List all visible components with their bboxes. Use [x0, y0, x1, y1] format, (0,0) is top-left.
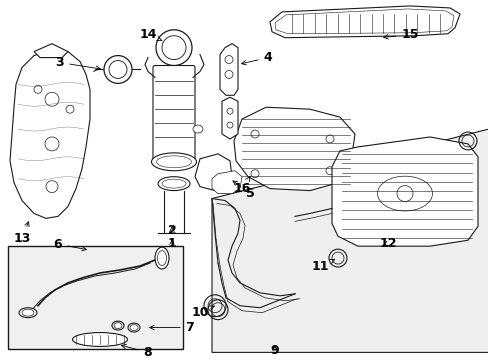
Ellipse shape	[151, 153, 196, 171]
Circle shape	[396, 186, 412, 202]
Text: 10: 10	[191, 306, 214, 319]
Ellipse shape	[72, 333, 127, 346]
Text: 15: 15	[383, 28, 418, 41]
Text: 5: 5	[232, 181, 254, 200]
Polygon shape	[10, 50, 90, 219]
Ellipse shape	[128, 323, 140, 332]
Polygon shape	[212, 171, 242, 194]
Text: 12: 12	[379, 237, 396, 250]
Polygon shape	[222, 97, 238, 139]
Polygon shape	[269, 6, 459, 38]
Polygon shape	[34, 44, 68, 58]
Text: 8: 8	[122, 345, 152, 359]
Text: 16: 16	[233, 177, 250, 195]
Text: 3: 3	[56, 56, 100, 71]
Text: 2: 2	[167, 224, 176, 237]
Text: 1: 1	[167, 237, 176, 250]
Circle shape	[325, 167, 333, 175]
Polygon shape	[331, 137, 477, 246]
Polygon shape	[234, 107, 354, 190]
Polygon shape	[195, 154, 231, 190]
Circle shape	[325, 135, 333, 143]
Polygon shape	[220, 44, 238, 95]
Ellipse shape	[112, 321, 124, 330]
FancyBboxPatch shape	[153, 66, 195, 164]
Ellipse shape	[193, 125, 203, 133]
Ellipse shape	[158, 177, 190, 190]
Circle shape	[250, 130, 259, 138]
Text: 7: 7	[149, 321, 194, 334]
Polygon shape	[212, 129, 488, 352]
Text: 6: 6	[54, 238, 86, 251]
Ellipse shape	[19, 308, 37, 318]
Text: 9: 9	[270, 344, 279, 357]
Text: 4: 4	[241, 51, 272, 65]
Text: 11: 11	[311, 259, 334, 273]
FancyBboxPatch shape	[8, 246, 183, 350]
Ellipse shape	[155, 247, 169, 269]
Text: 13: 13	[13, 222, 31, 245]
Circle shape	[250, 170, 259, 178]
Text: 14: 14	[139, 28, 162, 41]
